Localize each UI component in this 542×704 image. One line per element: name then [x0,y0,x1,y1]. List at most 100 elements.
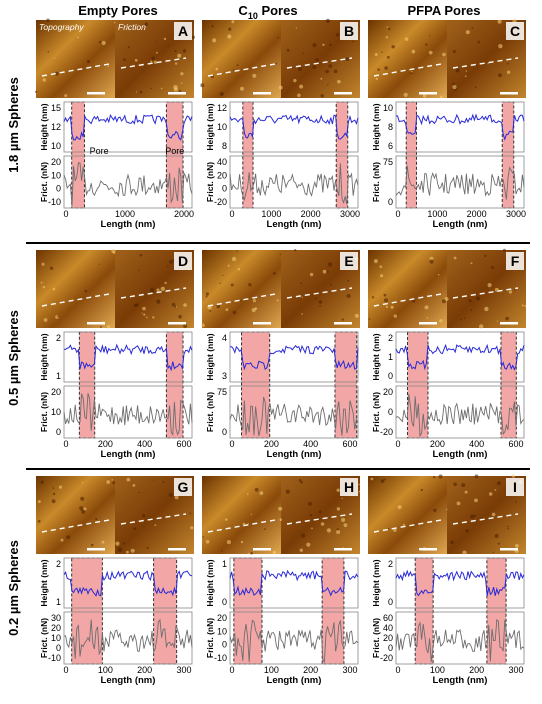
texture-dot [384,478,386,481]
height-tick-label: 1 [222,559,227,569]
texture-dot [301,313,303,315]
x-tick-label: 600 [176,439,191,449]
texture-dot [380,479,385,483]
height-plot-frame [395,101,525,153]
texture-dot [115,541,120,546]
height-trace [63,570,193,597]
texture-dot [388,27,391,31]
texture-dot [470,262,473,265]
texture-dot [252,73,257,78]
texture-dot [312,43,317,48]
panel-letter-box [506,252,524,270]
texture-dot [240,300,242,302]
texture-dot [107,325,111,329]
texture-dot [216,304,221,309]
texture-dot [461,483,466,488]
texture-dot [521,304,524,307]
x-tick-label: 0 [229,439,234,449]
scan-line [452,513,519,525]
texture-dot [325,69,329,74]
texture-dot [508,290,513,294]
scan-line [120,287,187,299]
texture-dot [136,91,138,93]
texture-dot [502,248,506,252]
friction-tick-label: 30 [51,613,61,623]
texture-dot [164,281,167,285]
topography-image [202,20,281,98]
texture-dot [318,300,323,304]
texture-dot [300,282,302,285]
texture-dot [191,35,195,39]
height-trace [395,343,525,371]
texture-dot [379,265,383,269]
texture-dot [476,67,478,69]
texture-dot [215,67,219,71]
texture-dot [286,48,290,52]
texture-dot [301,533,306,538]
scan-line [286,287,353,299]
texture-dot [487,283,492,288]
texture-dot [453,482,457,487]
texture-dot [99,325,102,328]
texture-dot [275,62,278,65]
x-tick-label: 1000 [261,209,281,219]
scale-bar [253,322,271,325]
texture-dot [160,286,165,291]
texture-dot [425,43,428,46]
texture-dot [441,299,446,304]
texture-dot [112,481,116,485]
texture-dot [335,33,340,37]
texture-dot [222,274,224,276]
x-tick-label: 0 [63,665,68,675]
texture-dot [473,514,477,518]
texture-dot [52,492,56,496]
friction-tick-label: 20 [51,623,61,633]
friction-axis-label: Frict. (nN) [205,392,215,432]
texture-dot [37,500,41,504]
texture-dot [333,69,338,74]
x-axis-label: Length (nm) [101,219,156,230]
texture-dot [373,259,378,264]
texture-dot [180,72,184,76]
texture-dot [264,528,266,530]
pore-region [242,101,254,209]
texture-dot [426,317,429,319]
texture-dot [142,514,146,518]
texture-dot [40,480,44,484]
texture-dot [328,64,333,68]
x-tick-label: 200 [469,665,484,675]
scan-line [41,293,110,307]
texture-dot [146,316,148,319]
pore-region [501,101,515,209]
texture-dot [113,251,116,254]
x-tick-label: 0 [63,439,68,449]
height-tick-label: 2 [56,333,61,343]
texture-dot [341,497,343,500]
texture-dot [402,523,405,526]
x-tick-label: 200 [430,439,445,449]
texture-dot [163,37,167,41]
friction-axis-label: Frict. (nN) [39,392,49,432]
texture-dot [371,296,375,299]
texture-dot [336,528,339,531]
height-plot-frame [229,557,359,609]
height-plot-frame [63,101,193,153]
x-tick-label: 0 [395,665,400,675]
height-tick-label: 10 [51,141,61,151]
texture-dot [297,93,301,98]
texture-dot [377,68,380,71]
x-axis-label: Length (nm) [101,675,156,686]
friction-tick-label: -10 [48,197,61,207]
texture-dot [156,288,160,292]
texture-dot [397,505,402,510]
texture-dot [309,272,314,277]
panel-d: D 2 1 20 10 00 200 400 600 Length (nm) Height (nm)… [36,249,194,460]
texture-dot [385,305,389,308]
texture-dot [453,256,457,260]
texture-dot [383,293,387,297]
texture-dot [174,495,179,500]
texture-dot [278,85,283,90]
texture-dot [470,309,473,312]
x-tick-label: 400 [137,439,152,449]
